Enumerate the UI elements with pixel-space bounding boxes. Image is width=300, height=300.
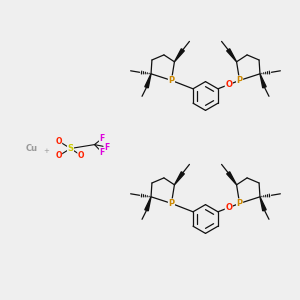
Text: O: O — [225, 203, 232, 212]
Polygon shape — [145, 197, 151, 211]
Text: P: P — [236, 76, 243, 85]
Text: +: + — [44, 148, 50, 154]
Polygon shape — [227, 49, 237, 62]
Text: F: F — [99, 134, 105, 143]
Text: O: O — [55, 136, 62, 146]
Polygon shape — [145, 74, 151, 88]
Text: Cu: Cu — [26, 144, 38, 153]
Text: P: P — [168, 199, 175, 208]
Polygon shape — [260, 74, 266, 88]
Text: F: F — [99, 148, 105, 157]
Polygon shape — [174, 49, 184, 62]
Text: O: O — [55, 152, 62, 160]
Text: P: P — [168, 76, 175, 85]
Text: O: O — [78, 151, 84, 160]
Polygon shape — [260, 197, 266, 211]
Polygon shape — [174, 172, 184, 185]
Text: O: O — [225, 80, 232, 89]
Text: F: F — [104, 142, 109, 152]
Polygon shape — [227, 172, 237, 185]
Text: P: P — [236, 199, 243, 208]
Text: S: S — [68, 144, 74, 153]
